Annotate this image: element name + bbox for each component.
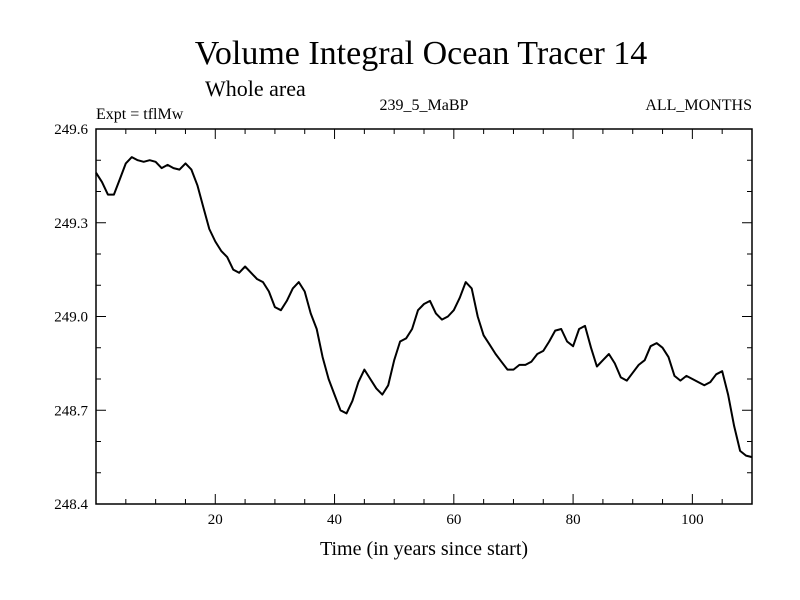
x-tick-label: 60 [446,512,461,528]
series [95,156,753,459]
x-tick-label: 40 [327,512,342,528]
x-axis-label: Time (in years since start) [320,538,528,560]
months-label: ALL_MONTHS [645,97,752,114]
x-tick-label: 20 [208,512,223,528]
axes: 20 40 60 80 100 248.4 248.7 249.0 249.3 249.6 [54,122,753,528]
series-line [95,156,753,459]
y-tick-label: 248.7 [54,403,88,419]
x-tick-label: 100 [681,512,704,528]
y-tick-label: 248.4 [54,497,88,513]
y-tick-label: 249.6 [54,122,88,138]
y-tick-label: 249.3 [54,216,88,232]
y-tick-label: 249.0 [54,310,88,326]
chart-subtitle: Whole area [205,76,306,101]
expt-label: Expt = tflMw [96,106,184,123]
period-label: 239_5_MaBP [380,97,469,114]
x-tick-label: 80 [566,512,581,528]
chart-title: Volume Integral Ocean Tracer 14 [195,35,648,72]
plot-frame [95,128,753,505]
